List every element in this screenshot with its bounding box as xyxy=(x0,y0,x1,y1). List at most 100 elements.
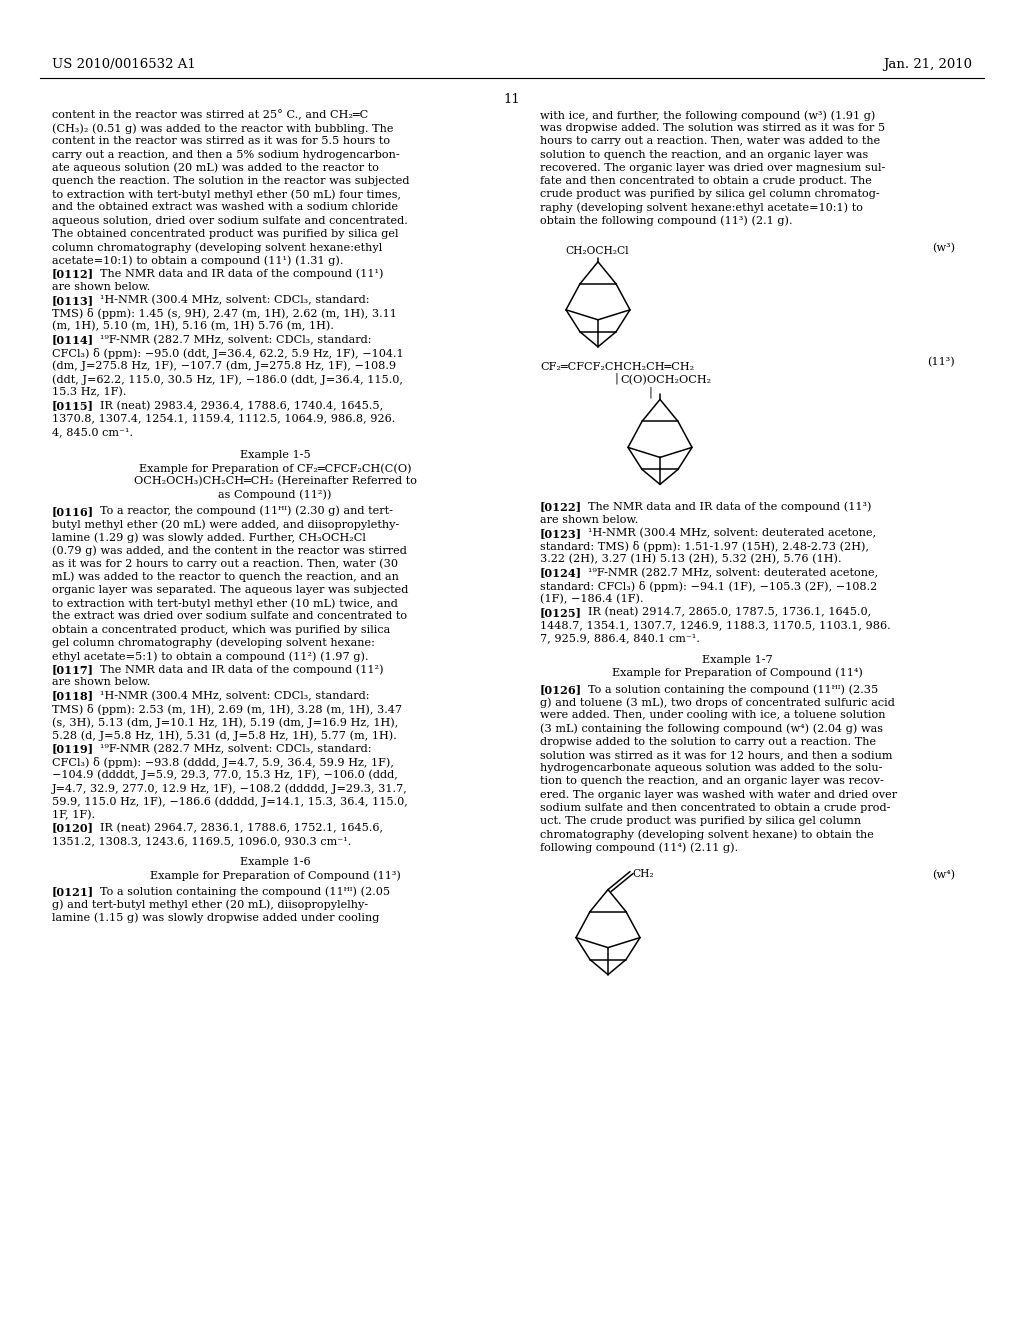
Text: 1F, 1F).: 1F, 1F). xyxy=(52,809,95,820)
Text: CF₂═CFCF₂CHCH₂CH═CH₂: CF₂═CFCF₂CHCH₂CH═CH₂ xyxy=(540,362,694,372)
Text: fate and then concentrated to obtain a crude product. The: fate and then concentrated to obtain a c… xyxy=(540,176,871,186)
Text: IR (neat) 2983.4, 2936.4, 1788.6, 1740.4, 1645.5,: IR (neat) 2983.4, 2936.4, 1788.6, 1740.4… xyxy=(100,400,383,411)
Text: CFCl₃) δ (ppm): −93.8 (dddd, J=4.7, 5.9, 36.4, 59.9 Hz, 1F),: CFCl₃) δ (ppm): −93.8 (dddd, J=4.7, 5.9,… xyxy=(52,756,394,768)
Text: The NMR data and IR data of the compound (11¹): The NMR data and IR data of the compound… xyxy=(100,268,384,279)
Text: butyl methyl ether (20 mL) were added, and diisopropylethy-: butyl methyl ether (20 mL) were added, a… xyxy=(52,519,399,529)
Text: are shown below.: are shown below. xyxy=(540,515,638,524)
Text: To a reactor, the compound (11ᴴᴵ) (2.30 g) and tert-: To a reactor, the compound (11ᴴᴵ) (2.30 … xyxy=(100,506,393,516)
Text: recovered. The organic layer was dried over magnesium sul-: recovered. The organic layer was dried o… xyxy=(540,162,886,173)
Text: (CH₃)₂ (0.51 g) was added to the reactor with bubbling. The: (CH₃)₂ (0.51 g) was added to the reactor… xyxy=(52,123,393,133)
Text: To a solution containing the compound (11ᴴᴵ) (2.35: To a solution containing the compound (1… xyxy=(588,684,879,694)
Text: ¹⁹F-NMR (282.7 MHz, solvent: deuterated acetone,: ¹⁹F-NMR (282.7 MHz, solvent: deuterated … xyxy=(588,568,879,578)
Text: was dropwise added. The solution was stirred as it was for 5: was dropwise added. The solution was sti… xyxy=(540,123,885,133)
Text: To a solution containing the compound (11ᴴᴵ) (2.05: To a solution containing the compound (1… xyxy=(100,887,390,898)
Text: the extract was dried over sodium sulfate and concentrated to: the extract was dried over sodium sulfat… xyxy=(52,611,408,622)
Text: (w³): (w³) xyxy=(932,243,955,253)
Text: CFCl₃) δ (ppm): −95.0 (ddt, J=36.4, 62.2, 5.9 Hz, 1F), −104.1: CFCl₃) δ (ppm): −95.0 (ddt, J=36.4, 62.2… xyxy=(52,347,403,359)
Text: 59.9, 115.0 Hz, 1F), −186.6 (ddddd, J=14.1, 15.3, 36.4, 115.0,: 59.9, 115.0 Hz, 1F), −186.6 (ddddd, J=14… xyxy=(52,796,408,807)
Text: (0.79 g) was added, and the content in the reactor was stirred: (0.79 g) was added, and the content in t… xyxy=(52,545,407,556)
Text: −104.9 (ddddt, J=5.9, 29.3, 77.0, 15.3 Hz, 1F), −106.0 (ddd,: −104.9 (ddddt, J=5.9, 29.3, 77.0, 15.3 H… xyxy=(52,770,397,780)
Text: [0120]: [0120] xyxy=(52,822,94,834)
Text: standard: TMS) δ (ppm): 1.51-1.97 (15H), 2.48-2.73 (2H),: standard: TMS) δ (ppm): 1.51-1.97 (15H),… xyxy=(540,541,869,552)
Text: mL) was added to the reactor to quench the reaction, and an: mL) was added to the reactor to quench t… xyxy=(52,572,399,582)
Text: OCH₂OCH₃)CH₂CH═CH₂ (Hereinafter Referred to: OCH₂OCH₃)CH₂CH═CH₂ (Hereinafter Referred… xyxy=(133,477,417,487)
Text: [0122]: [0122] xyxy=(540,502,582,512)
Text: Example for Preparation of CF₂═CFCF₂CH(C(O): Example for Preparation of CF₂═CFCF₂CH(C… xyxy=(138,463,412,474)
Text: sodium sulfate and then concentrated to obtain a crude prod-: sodium sulfate and then concentrated to … xyxy=(540,803,891,813)
Text: organic layer was separated. The aqueous layer was subjected: organic layer was separated. The aqueous… xyxy=(52,585,409,595)
Text: lamine (1.29 g) was slowly added. Further, CH₃OCH₂Cl: lamine (1.29 g) was slowly added. Furthe… xyxy=(52,532,366,543)
Text: Jan. 21, 2010: Jan. 21, 2010 xyxy=(883,58,972,71)
Text: quench the reaction. The solution in the reactor was subjected: quench the reaction. The solution in the… xyxy=(52,176,410,186)
Text: Example for Preparation of Compound (11⁴): Example for Preparation of Compound (11⁴… xyxy=(611,668,862,678)
Text: IR (neat) 2964.7, 2836.1, 1788.6, 1752.1, 1645.6,: IR (neat) 2964.7, 2836.1, 1788.6, 1752.1… xyxy=(100,822,383,833)
Text: 3.22 (2H), 3.27 (1H) 5.13 (2H), 5.32 (2H), 5.76 (1H).: 3.22 (2H), 3.27 (1H) 5.13 (2H), 5.32 (2H… xyxy=(540,554,842,565)
Text: 15.3 Hz, 1F).: 15.3 Hz, 1F). xyxy=(52,387,126,397)
Text: US 2010/0016532 A1: US 2010/0016532 A1 xyxy=(52,58,196,71)
Text: TMS) δ (ppm): 1.45 (s, 9H), 2.47 (m, 1H), 2.62 (m, 1H), 3.11: TMS) δ (ppm): 1.45 (s, 9H), 2.47 (m, 1H)… xyxy=(52,308,397,319)
Text: [0114]: [0114] xyxy=(52,334,94,346)
Text: ¹⁹F-NMR (282.7 MHz, solvent: CDCl₃, standard:: ¹⁹F-NMR (282.7 MHz, solvent: CDCl₃, stan… xyxy=(100,334,372,345)
Text: as Compound (11²)): as Compound (11²)) xyxy=(218,490,332,500)
Text: aqueous solution, dried over sodium sulfate and concentrated.: aqueous solution, dried over sodium sulf… xyxy=(52,215,408,226)
Text: obtain a concentrated product, which was purified by silica: obtain a concentrated product, which was… xyxy=(52,624,390,635)
Text: (dm, J=275.8 Hz, 1F), −107.7 (dm, J=275.8 Hz, 1F), −108.9: (dm, J=275.8 Hz, 1F), −107.7 (dm, J=275.… xyxy=(52,360,396,371)
Text: (3 mL) containing the following compound (w⁴) (2.04 g) was: (3 mL) containing the following compound… xyxy=(540,723,883,734)
Text: g) and tert-butyl methyl ether (20 mL), diisopropylelhy-: g) and tert-butyl methyl ether (20 mL), … xyxy=(52,900,368,911)
Text: TMS) δ (ppm): 2.53 (m, 1H), 2.69 (m, 1H), 3.28 (m, 1H), 3.47: TMS) δ (ppm): 2.53 (m, 1H), 2.69 (m, 1H)… xyxy=(52,704,402,715)
Text: chromatography (developing solvent hexane) to obtain the: chromatography (developing solvent hexan… xyxy=(540,829,873,840)
Text: [0126]: [0126] xyxy=(540,684,582,696)
Text: content in the reactor was stirred as it was for 5.5 hours to: content in the reactor was stirred as it… xyxy=(52,136,390,147)
Text: obtain the following compound (11³) (2.1 g).: obtain the following compound (11³) (2.1… xyxy=(540,215,793,226)
Text: [0123]: [0123] xyxy=(540,528,582,539)
Text: solution was stirred as it was for 12 hours, and then a sodium: solution was stirred as it was for 12 ho… xyxy=(540,750,893,760)
Text: ¹⁹F-NMR (282.7 MHz, solvent: CDCl₃, standard:: ¹⁹F-NMR (282.7 MHz, solvent: CDCl₃, stan… xyxy=(100,743,372,754)
Text: (s, 3H), 5.13 (dm, J=10.1 Hz, 1H), 5.19 (dm, J=16.9 Hz, 1H),: (s, 3H), 5.13 (dm, J=10.1 Hz, 1H), 5.19 … xyxy=(52,717,398,727)
Text: The obtained concentrated product was purified by silica gel: The obtained concentrated product was pu… xyxy=(52,228,398,239)
Text: (m, 1H), 5.10 (m, 1H), 5.16 (m, 1H) 5.76 (m, 1H).: (m, 1H), 5.10 (m, 1H), 5.16 (m, 1H) 5.76… xyxy=(52,321,334,331)
Text: (w⁴): (w⁴) xyxy=(932,870,955,880)
Text: carry out a reaction, and then a 5% sodium hydrogencarbon-: carry out a reaction, and then a 5% sodi… xyxy=(52,149,399,160)
Text: ethyl acetate=5:1) to obtain a compound (11²) (1.97 g).: ethyl acetate=5:1) to obtain a compound … xyxy=(52,651,369,661)
Text: 5.28 (d, J=5.8 Hz, 1H), 5.31 (d, J=5.8 Hz, 1H), 5.77 (m, 1H).: 5.28 (d, J=5.8 Hz, 1H), 5.31 (d, J=5.8 H… xyxy=(52,730,396,741)
Text: acetate=10:1) to obtain a compound (11¹) (1.31 g).: acetate=10:1) to obtain a compound (11¹)… xyxy=(52,255,343,265)
Text: hours to carry out a reaction. Then, water was added to the: hours to carry out a reaction. Then, wat… xyxy=(540,136,881,147)
Text: [0119]: [0119] xyxy=(52,743,94,755)
Text: [0121]: [0121] xyxy=(52,887,94,898)
Text: ered. The organic layer was washed with water and dried over: ered. The organic layer was washed with … xyxy=(540,789,897,800)
Text: standard: CFCl₃) δ (ppm): −94.1 (1F), −105.3 (2F), −108.2: standard: CFCl₃) δ (ppm): −94.1 (1F), −1… xyxy=(540,581,878,591)
Text: with ice, and further, the following compound (w³) (1.91 g): with ice, and further, the following com… xyxy=(540,110,876,120)
Text: 1370.8, 1307.4, 1254.1, 1159.4, 1112.5, 1064.9, 986.8, 926.: 1370.8, 1307.4, 1254.1, 1159.4, 1112.5, … xyxy=(52,413,395,424)
Text: IR (neat) 2914.7, 2865.0, 1787.5, 1736.1, 1645.0,: IR (neat) 2914.7, 2865.0, 1787.5, 1736.1… xyxy=(588,607,871,618)
Text: to extraction with tert-butyl methyl ether (10 mL) twice, and: to extraction with tert-butyl methyl eth… xyxy=(52,598,398,609)
Text: gel column chromatography (developing solvent hexane:: gel column chromatography (developing so… xyxy=(52,638,375,648)
Text: raphy (developing solvent hexane:ethyl acetate=10:1) to: raphy (developing solvent hexane:ethyl a… xyxy=(540,202,863,213)
Text: The NMR data and IR data of the compound (11³): The NMR data and IR data of the compound… xyxy=(588,502,871,512)
Text: [0124]: [0124] xyxy=(540,568,582,578)
Text: tion to quench the reaction, and an organic layer was recov-: tion to quench the reaction, and an orga… xyxy=(540,776,884,787)
Text: (11³): (11³) xyxy=(928,356,955,367)
Text: ¹H-NMR (300.4 MHz, solvent: CDCl₃, standard:: ¹H-NMR (300.4 MHz, solvent: CDCl₃, stand… xyxy=(100,690,370,701)
Text: [0116]: [0116] xyxy=(52,506,94,517)
Text: g) and toluene (3 mL), two drops of concentrated sulfuric acid: g) and toluene (3 mL), two drops of conc… xyxy=(540,697,895,708)
Text: |: | xyxy=(648,387,652,397)
Text: dropwise added to the solution to carry out a reaction. The: dropwise added to the solution to carry … xyxy=(540,737,877,747)
Text: [0113]: [0113] xyxy=(52,294,94,306)
Text: (1F), −186.4 (1F).: (1F), −186.4 (1F). xyxy=(540,594,643,605)
Text: [0117]: [0117] xyxy=(52,664,94,676)
Text: The NMR data and IR data of the compound (11²): The NMR data and IR data of the compound… xyxy=(100,664,384,675)
Text: following compound (11⁴) (2.11 g).: following compound (11⁴) (2.11 g). xyxy=(540,842,738,853)
Text: Example 1-5: Example 1-5 xyxy=(240,450,310,459)
Text: J=4.7, 32.9, 277.0, 12.9 Hz, 1F), −108.2 (ddddd, J=29.3, 31.7,: J=4.7, 32.9, 277.0, 12.9 Hz, 1F), −108.2… xyxy=(52,783,408,793)
Text: Example 1-6: Example 1-6 xyxy=(240,857,310,867)
Text: content in the reactor was stirred at 25° C., and CH₂═C: content in the reactor was stirred at 25… xyxy=(52,110,369,120)
Text: [0118]: [0118] xyxy=(52,690,94,702)
Text: column chromatography (developing solvent hexane:ethyl: column chromatography (developing solven… xyxy=(52,242,382,252)
Text: are shown below.: are shown below. xyxy=(52,281,151,292)
Text: as it was for 2 hours to carry out a reaction. Then, water (30: as it was for 2 hours to carry out a rea… xyxy=(52,558,398,569)
Text: ate aqueous solution (20 mL) was added to the reactor to: ate aqueous solution (20 mL) was added t… xyxy=(52,162,379,173)
Text: CH₂OCH₂Cl: CH₂OCH₂Cl xyxy=(565,246,629,256)
Text: [0115]: [0115] xyxy=(52,400,94,412)
Text: solution to quench the reaction, and an organic layer was: solution to quench the reaction, and an … xyxy=(540,149,868,160)
Text: 4, 845.0 cm⁻¹.: 4, 845.0 cm⁻¹. xyxy=(52,426,133,437)
